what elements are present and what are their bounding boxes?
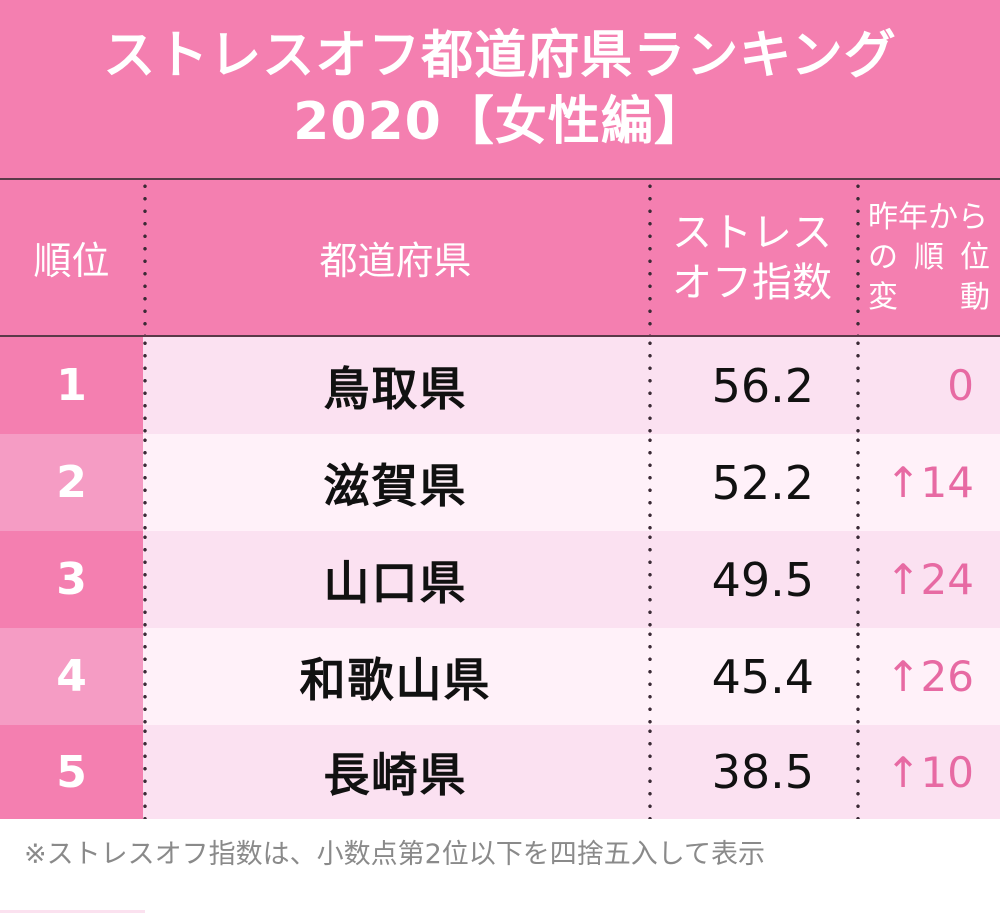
- rank-number: 1: [56, 360, 87, 411]
- header-change-line2: の 順 位: [868, 239, 990, 275]
- prefecture-cell: 長崎県: [143, 725, 648, 819]
- score-value: 49.5: [711, 552, 814, 607]
- change-cell: ↑26: [856, 628, 1000, 725]
- score-cell: 49.5: [648, 531, 856, 628]
- table-header-row: 順位 都道府県 ストレス オフ指数 昨年から の 順 位 変 動: [0, 180, 1000, 337]
- change-cell: ↑14: [856, 434, 1000, 531]
- ranking-table: 順位 都道府県 ストレス オフ指数 昨年から の 順 位 変 動: [0, 180, 1000, 819]
- score-cell: 56.2: [648, 337, 856, 434]
- rank-cell: 1: [0, 337, 143, 434]
- header-change-line1: 昨年から: [868, 199, 988, 235]
- rank-cell: 4: [0, 628, 143, 725]
- score-cell: 38.5: [648, 725, 856, 819]
- bottom-decoration: [0, 910, 145, 913]
- prefecture-name: 長崎県: [323, 748, 468, 802]
- footnote: ※ストレスオフ指数は、小数点第2位以下を四捨五入して表示: [24, 839, 765, 870]
- rank-number: 2: [56, 457, 87, 508]
- rank-change-value: ↑24: [885, 555, 974, 604]
- score-value: 56.2: [711, 358, 814, 413]
- rank-change-value: ↑14: [885, 458, 974, 507]
- change-cell: ↑24: [856, 531, 1000, 628]
- score-cell: 45.4: [648, 628, 856, 725]
- prefecture-cell: 鳥取県: [143, 337, 648, 434]
- table-row: 1 鳥取県 56.2 0: [0, 337, 1000, 434]
- header-prefecture: 都道府県: [143, 180, 648, 335]
- table-row: 2 滋賀県 52.2 ↑14: [0, 434, 1000, 531]
- rank-number: 3: [56, 554, 87, 605]
- header-change-line3: 変 動: [868, 279, 990, 315]
- score-value: 45.4: [711, 649, 814, 704]
- score-value: 52.2: [711, 455, 814, 510]
- prefecture-name: 和歌山県: [299, 652, 492, 707]
- header-score-line1: ストレス: [672, 209, 832, 256]
- prefecture-cell: 山口県: [143, 531, 648, 628]
- header-prefecture-label: 都道府県: [319, 239, 472, 283]
- title-line-1: ストレスオフ都道府県ランキング: [103, 26, 897, 86]
- header-rank-change: 昨年から の 順 位 変 動: [856, 180, 1000, 335]
- rank-change-value: ↑26: [885, 652, 974, 701]
- rank-change-value: 0: [947, 361, 974, 410]
- title-banner: ストレスオフ都道府県ランキング 2020【女性編】: [0, 0, 1000, 180]
- title-line-2: 2020【女性編】: [293, 92, 707, 152]
- score-cell: 52.2: [648, 434, 856, 531]
- header-score: ストレス オフ指数: [648, 180, 856, 335]
- rank-cell: 2: [0, 434, 143, 531]
- prefecture-name: 滋賀県: [323, 458, 468, 513]
- rank-cell: 3: [0, 531, 143, 628]
- prefecture-cell: 滋賀県: [143, 434, 648, 531]
- score-value: 38.5: [711, 745, 814, 799]
- rank-number: 5: [56, 746, 87, 798]
- rank-number: 4: [56, 651, 87, 702]
- header-score-line2: オフ指数: [672, 259, 832, 306]
- rank-change-value: ↑10: [885, 747, 974, 797]
- table-row: 4 和歌山県 45.4 ↑26: [0, 628, 1000, 725]
- header-rank: 順位: [0, 180, 143, 335]
- change-cell: 0: [856, 337, 1000, 434]
- prefecture-name: 鳥取県: [323, 361, 468, 416]
- table-row: 5 長崎県 38.5 ↑10: [0, 725, 1000, 819]
- prefecture-name: 山口県: [323, 555, 468, 610]
- change-cell: ↑10: [856, 725, 1000, 819]
- table-row: 3 山口県 49.5 ↑24: [0, 531, 1000, 628]
- prefecture-cell: 和歌山県: [143, 628, 648, 725]
- header-rank-label: 順位: [33, 239, 110, 283]
- rank-cell: 5: [0, 725, 143, 819]
